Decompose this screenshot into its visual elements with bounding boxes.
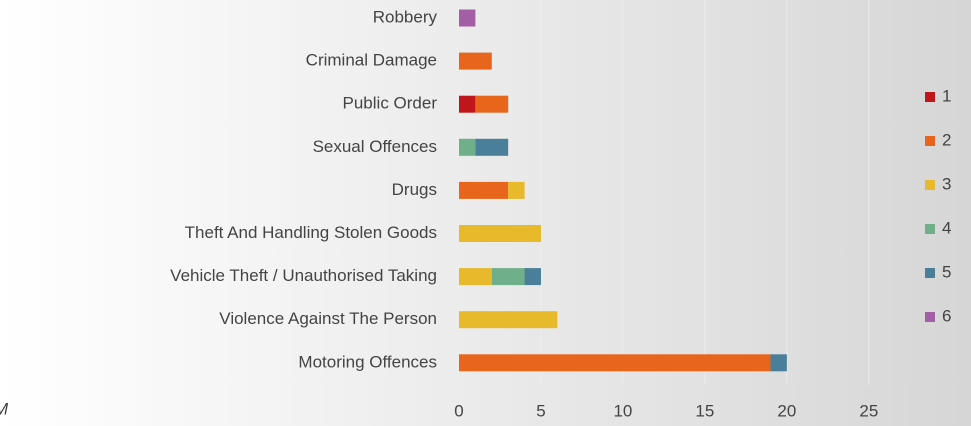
y-tick-label: Sexual Offences (313, 137, 437, 156)
legend-swatch (925, 268, 935, 278)
legend-label: 1 (942, 86, 951, 105)
bar-segment (459, 95, 476, 113)
legend-swatch (925, 92, 935, 102)
footer-text: M (0, 399, 9, 418)
legend-label: 4 (942, 218, 951, 237)
bar-segment (491, 268, 525, 286)
y-tick-label: Robbery (373, 7, 438, 26)
x-tick-label: 0 (454, 401, 463, 420)
bar-segment (770, 354, 787, 372)
y-tick-label: Drugs (392, 180, 437, 199)
y-tick-label: Vehicle Theft / Unauthorised Taking (170, 266, 437, 285)
bar-segment (459, 225, 541, 242)
bar-segment (459, 138, 476, 156)
bar-segment (475, 138, 509, 156)
legend-label: 6 (942, 306, 951, 325)
y-tick-label: Violence Against The Person (219, 309, 437, 328)
bar-segment (508, 181, 525, 199)
x-tick-label: 20 (777, 401, 796, 420)
legend-label: 3 (942, 174, 951, 193)
legend-swatch (925, 224, 935, 234)
x-tick-label: 15 (695, 401, 714, 420)
bar-segment (459, 52, 492, 70)
legend-label: 5 (942, 262, 951, 281)
legend-swatch (925, 312, 935, 322)
x-tick-label: 5 (536, 401, 545, 420)
bar-segment (475, 95, 509, 113)
legend-swatch (925, 136, 935, 146)
y-tick-label: Motoring Offences (298, 352, 437, 371)
bar-segment (459, 268, 492, 286)
bar-segment (459, 311, 558, 329)
bar-segment (459, 354, 771, 372)
x-tick-label: 25 (859, 401, 878, 420)
bar-segment (459, 9, 476, 27)
bar-segment (524, 268, 541, 286)
bar-segment (459, 181, 509, 199)
x-tick-label: 10 (613, 401, 632, 420)
y-tick-label: Public Order (343, 94, 438, 113)
legend-label: 2 (942, 130, 951, 149)
y-tick-label: Criminal Damage (306, 51, 437, 70)
legend-swatch (925, 180, 935, 190)
y-tick-label: Theft And Handling Stolen Goods (185, 223, 437, 242)
